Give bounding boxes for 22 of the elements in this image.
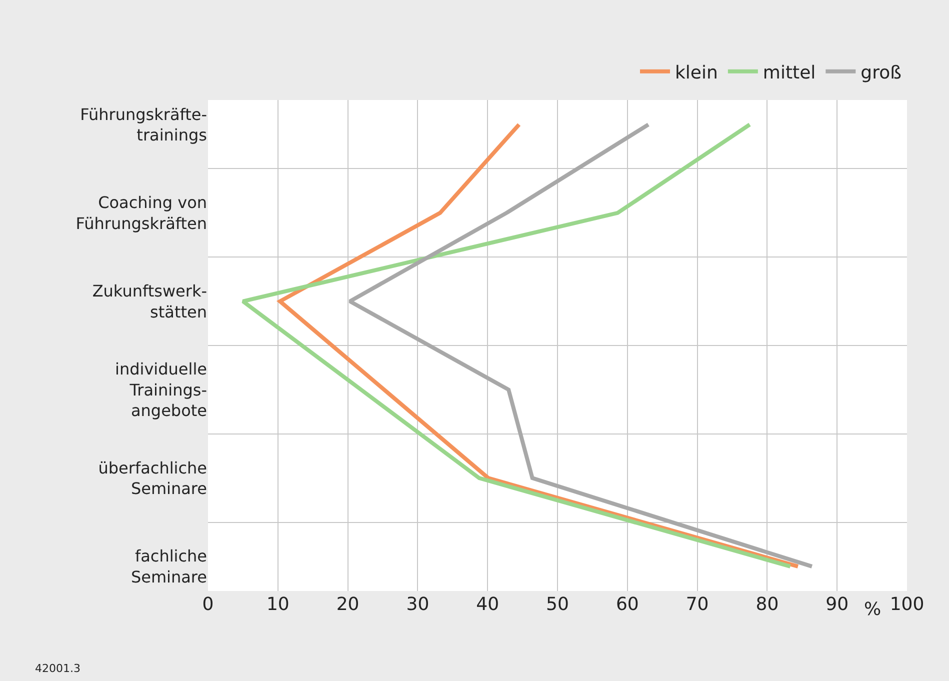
x-tick-label: 70 xyxy=(686,594,709,615)
legend-label: mittel xyxy=(762,62,816,84)
x-tick-label: 0 xyxy=(202,594,214,615)
y-tick-label: individuelle Trainings- angebote xyxy=(115,359,207,420)
y-tick-label: Coaching von Führungskräften xyxy=(76,193,207,233)
x-axis-title: % xyxy=(864,599,882,620)
legend-label: groß xyxy=(860,62,902,84)
y-tick-label: überfachliche Seminare xyxy=(98,458,207,498)
x-tick-label: 80 xyxy=(756,594,779,615)
y-tick-label: Zukunftswerk- stätten xyxy=(92,282,207,322)
x-tick-label: 40 xyxy=(476,594,500,615)
x-tick-label: 90 xyxy=(826,594,849,615)
x-tick-label: 100 xyxy=(890,594,924,615)
y-tick-label: Führungskräfte- trainings xyxy=(80,104,207,145)
legend-label: klein xyxy=(675,62,718,84)
text: 42001.3 xyxy=(35,662,80,675)
x-tick-label: 60 xyxy=(616,594,639,615)
x-tick-label: 20 xyxy=(336,594,360,615)
y-tick-label: fachliche Seminare xyxy=(130,546,207,586)
x-tick-label: 50 xyxy=(546,594,569,615)
x-tick-label: 10 xyxy=(266,594,290,615)
x-tick-label: 30 xyxy=(406,594,430,615)
